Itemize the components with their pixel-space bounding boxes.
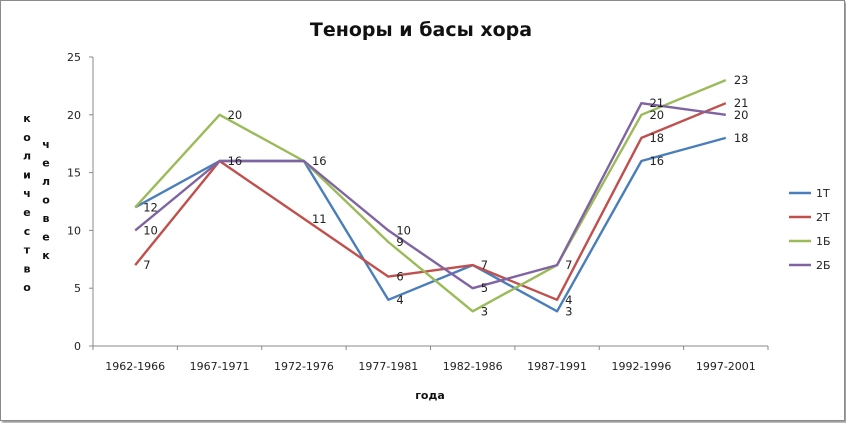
data-label: 3 xyxy=(481,304,488,318)
data-label: 21 xyxy=(649,96,664,110)
series-line-1Б xyxy=(134,78,727,313)
legend-label: 2Т xyxy=(816,211,830,224)
data-label: 16 xyxy=(649,154,664,168)
y-label-letter: в xyxy=(43,212,50,225)
data-label: 7 xyxy=(143,258,150,272)
x-tick-label: 1997-2001 xyxy=(696,360,756,373)
x-axis-label: года xyxy=(415,389,445,402)
data-label: 20 xyxy=(228,108,243,122)
x-tick-labels: 1962-1966 1967-1971 1972-1976 1977-1981 1982… xyxy=(92,346,769,373)
x-tick-label: 1977-1981 xyxy=(358,360,418,373)
x-tick-label: 1972-1976 xyxy=(274,360,334,373)
y-label-letter: л xyxy=(23,150,31,163)
data-label: 6 xyxy=(396,270,403,284)
data-label: 21 xyxy=(734,96,749,110)
y-label-letter: т xyxy=(24,244,31,257)
y-label-letter: ч xyxy=(23,187,31,200)
y-label-letter: о xyxy=(23,281,31,294)
y-tick-label: 10 xyxy=(67,224,81,237)
data-label: 3 xyxy=(565,304,572,318)
y-label-letter: к xyxy=(42,249,50,262)
x-tick-label: 1962-1966 xyxy=(105,360,165,373)
y-label-letter: ч xyxy=(42,138,50,151)
y-label-letter: о xyxy=(23,131,31,144)
data-label: 23 xyxy=(734,73,749,87)
data-label: 10 xyxy=(396,223,411,237)
data-label: 20 xyxy=(649,108,664,122)
legend-label: 1Б xyxy=(816,235,831,248)
data-label: 5 xyxy=(481,281,488,295)
series-line-2Б xyxy=(134,101,726,290)
data-label: 9 xyxy=(396,235,403,249)
y-label-letter: в xyxy=(24,262,31,275)
y-label-letter: л xyxy=(42,175,50,188)
data-label: 18 xyxy=(734,131,749,145)
y-tick-labels: 0 5 10 15 20 25 xyxy=(67,51,93,353)
y-label-letter: к xyxy=(23,112,31,125)
y-tick-label: 20 xyxy=(67,109,81,122)
data-label: 10 xyxy=(143,223,158,237)
y-tick-label: 0 xyxy=(74,340,81,353)
data-label: 16 xyxy=(312,154,327,168)
data-label: 12 xyxy=(143,200,158,214)
data-label: 4 xyxy=(396,293,403,307)
chart-title: Теноры и басы хора xyxy=(310,19,532,41)
y-tick-label: 5 xyxy=(74,282,81,295)
data-label: 16 xyxy=(228,154,243,168)
x-tick-label: 1982-1986 xyxy=(443,360,503,373)
x-tick-label: 1992-1996 xyxy=(611,360,671,373)
y-label-letter: е xyxy=(42,231,49,244)
data-label: 7 xyxy=(565,258,572,272)
y-label-letter: и xyxy=(23,168,31,181)
y-label-letter: о xyxy=(42,194,50,207)
y-label-letter: е xyxy=(23,206,30,219)
data-label: 7 xyxy=(481,258,488,272)
x-tick-label: 1987-1991 xyxy=(527,360,587,373)
legend: 1Т 2Т 1Б 2Б xyxy=(789,187,831,272)
y-tick-label: 15 xyxy=(67,167,81,180)
series-line-2Т xyxy=(134,102,727,301)
y-label-letter: е xyxy=(42,157,49,170)
data-label: 20 xyxy=(734,108,749,122)
legend-label: 2Б xyxy=(816,259,831,272)
series-lines xyxy=(134,78,727,313)
y-label-letter: с xyxy=(24,225,31,238)
data-label: 18 xyxy=(649,131,664,145)
y-tick-label: 25 xyxy=(67,51,81,64)
x-tick-label: 1967-1971 xyxy=(190,360,250,373)
data-label: 4 xyxy=(565,293,572,307)
legend-label: 1Т xyxy=(816,187,830,200)
data-label: 11 xyxy=(312,212,327,226)
